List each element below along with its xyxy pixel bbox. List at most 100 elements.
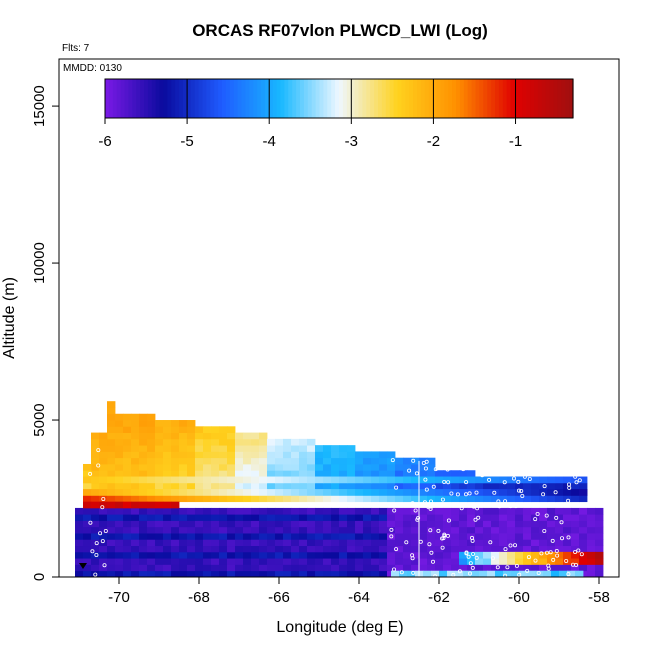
heatmap-cell bbox=[475, 482, 484, 490]
heatmap-cell bbox=[107, 432, 116, 440]
heatmap-cell bbox=[243, 463, 252, 471]
heatmap-cell bbox=[291, 451, 300, 459]
heatmap-cell bbox=[419, 495, 428, 503]
sample-marker bbox=[476, 515, 481, 520]
heatmap-cell bbox=[339, 507, 348, 515]
sample-marker bbox=[550, 538, 555, 543]
heatmap-cell bbox=[299, 463, 308, 471]
heatmap-cell bbox=[587, 507, 596, 515]
heatmap-cell bbox=[235, 495, 244, 503]
heatmap-cell bbox=[443, 514, 452, 521]
heatmap-cell bbox=[507, 539, 516, 547]
heatmap-cell bbox=[163, 426, 172, 433]
heatmap-cell bbox=[355, 551, 364, 559]
heatmap-cell bbox=[387, 463, 396, 471]
heatmap-cell bbox=[563, 507, 572, 515]
heatmap-cell bbox=[75, 545, 84, 553]
heatmap-cell bbox=[323, 526, 332, 534]
heatmap-cell bbox=[147, 432, 156, 440]
heatmap-cell bbox=[371, 520, 380, 528]
heatmap-cell bbox=[515, 558, 524, 565]
heatmap-cell bbox=[475, 545, 484, 553]
heatmap-cell bbox=[291, 558, 300, 565]
heatmap-cell bbox=[251, 489, 260, 496]
heatmap-cell bbox=[363, 533, 372, 540]
colorbar-segment bbox=[358, 79, 363, 118]
colorbar-segment bbox=[159, 79, 165, 118]
sample-marker bbox=[428, 504, 433, 509]
colorbar-tick-label: -1 bbox=[509, 133, 522, 150]
colorbar-segment bbox=[385, 79, 391, 118]
heatmap-cell bbox=[123, 558, 132, 565]
heatmap-cell bbox=[243, 570, 252, 577]
heatmap-cell bbox=[171, 533, 180, 540]
sample-marker bbox=[517, 572, 522, 577]
colorbar-segment bbox=[323, 79, 328, 118]
heatmap-cell bbox=[403, 507, 412, 515]
heatmap-cell bbox=[427, 539, 436, 547]
heatmap-cell bbox=[243, 482, 252, 490]
colorbar-segment bbox=[471, 79, 477, 118]
heatmap-cell bbox=[339, 495, 348, 503]
heatmap-cell bbox=[459, 545, 468, 553]
heatmap-cell bbox=[251, 539, 260, 547]
heatmap-cell bbox=[579, 558, 588, 565]
heatmap-cell bbox=[443, 476, 452, 484]
heatmap-cell bbox=[163, 533, 172, 540]
heatmap-cell bbox=[227, 476, 236, 484]
heatmap-cell bbox=[195, 545, 204, 553]
heatmap-cell bbox=[203, 482, 212, 490]
heatmap-cell bbox=[563, 539, 572, 547]
heatmap-cell bbox=[451, 520, 460, 528]
heatmap-cell bbox=[315, 495, 324, 503]
heatmap-cell bbox=[211, 558, 220, 565]
heatmap-cell bbox=[331, 451, 340, 459]
heatmap-cell bbox=[99, 551, 108, 559]
colorbar-segment bbox=[105, 79, 110, 118]
heatmap-cell bbox=[275, 457, 284, 465]
sample-marker bbox=[457, 569, 462, 574]
sample-marker bbox=[389, 527, 394, 532]
heatmap-cell bbox=[131, 558, 140, 565]
heatmap-cell bbox=[423, 570, 432, 577]
heatmap-cell bbox=[155, 526, 164, 534]
heatmap-cell bbox=[179, 476, 188, 484]
heatmap-cell bbox=[163, 457, 172, 465]
heatmap-cell bbox=[427, 482, 436, 490]
heatmap-cell bbox=[427, 463, 436, 471]
sample-marker bbox=[464, 550, 469, 555]
y-tick-label: 15000 bbox=[31, 85, 48, 127]
sample-marker bbox=[411, 458, 416, 463]
heatmap-cell bbox=[99, 526, 108, 534]
heatmap-cell bbox=[179, 558, 188, 565]
heatmap-cell bbox=[475, 551, 484, 559]
heatmap-cell bbox=[403, 545, 412, 553]
heatmap-cell bbox=[179, 545, 188, 553]
heatmap-cell bbox=[387, 533, 396, 540]
heatmap-cell bbox=[219, 426, 228, 433]
heatmap-cell bbox=[419, 526, 428, 534]
heatmap-cell bbox=[99, 545, 108, 553]
heatmap-cell bbox=[347, 445, 356, 452]
heatmap-cell bbox=[195, 451, 204, 459]
heatmap-cell bbox=[123, 463, 132, 471]
heatmap-cell bbox=[203, 570, 212, 577]
heatmap-cell bbox=[267, 545, 276, 553]
heatmap-cell bbox=[131, 551, 140, 559]
heatmap-cell bbox=[259, 514, 268, 521]
heatmap-cell bbox=[511, 570, 520, 577]
heatmap-cell bbox=[355, 564, 364, 572]
heatmap-cell bbox=[211, 495, 220, 503]
heatmap-cell bbox=[115, 413, 124, 421]
heatmap-cell bbox=[347, 495, 356, 503]
heatmap-cell bbox=[259, 451, 268, 459]
heatmap-cell bbox=[275, 507, 284, 515]
heatmap-cell bbox=[403, 463, 412, 471]
heatmap-cell bbox=[467, 482, 476, 490]
colorbar-segment bbox=[436, 79, 441, 118]
heatmap-cell bbox=[355, 514, 364, 521]
heatmap-cell bbox=[339, 445, 348, 452]
heatmap-cell bbox=[323, 476, 332, 484]
heatmap-cell bbox=[299, 514, 308, 521]
heatmap-cell bbox=[435, 533, 444, 540]
